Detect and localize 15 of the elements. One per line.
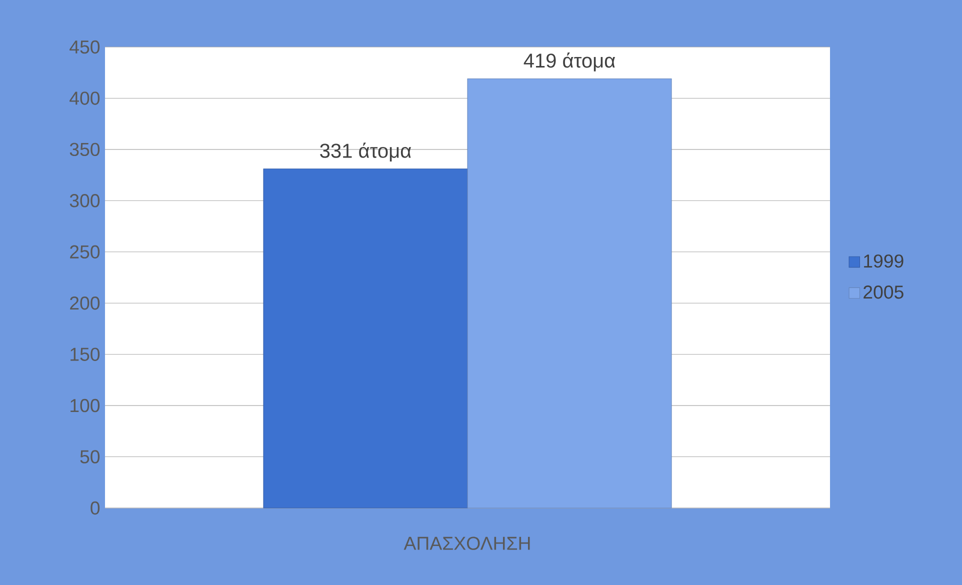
data-label: 419 άτομα: [524, 52, 616, 72]
y-tick-label: 100: [70, 398, 100, 412]
y-tick-label: 300: [70, 194, 100, 208]
y-tick-label: 0: [90, 501, 100, 515]
y-tick-label: 400: [70, 92, 100, 105]
x-tick-label: ΑΠΑΣΧΟΛΗΣΗ: [404, 536, 530, 550]
y-tick-label: 350: [70, 142, 100, 156]
y-tick-label: 50: [80, 450, 100, 464]
data-label: 331 άτομα: [320, 142, 412, 162]
y-tick-label: 250: [70, 245, 100, 258]
y-tick-label: 150: [70, 348, 100, 361]
legend-label: 2005: [864, 285, 904, 299]
legend-label: 1999: [864, 254, 904, 268]
y-tick-label: 450: [70, 40, 100, 54]
y-tick-label: 200: [70, 296, 100, 310]
